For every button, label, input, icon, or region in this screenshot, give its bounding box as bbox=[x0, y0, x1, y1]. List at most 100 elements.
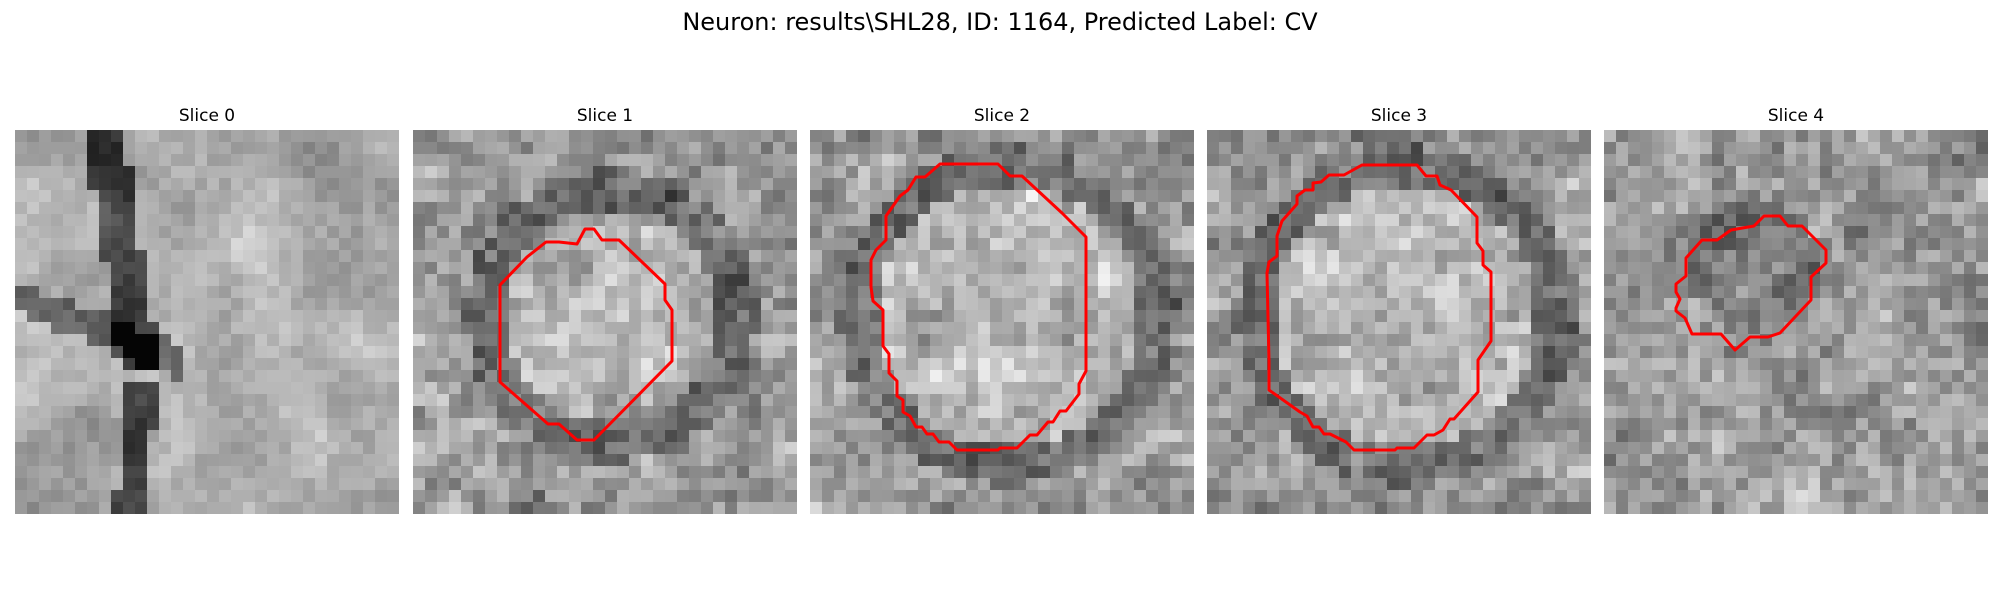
pixel bbox=[1616, 418, 1629, 431]
pixel bbox=[1760, 382, 1773, 395]
pixel bbox=[1796, 346, 1809, 359]
pixel bbox=[545, 370, 558, 383]
pixel bbox=[882, 382, 895, 395]
pixel bbox=[291, 370, 304, 383]
pixel bbox=[375, 274, 388, 287]
pixel bbox=[822, 454, 835, 467]
pixel bbox=[1363, 310, 1376, 323]
pixel bbox=[375, 478, 388, 491]
pixel bbox=[1098, 178, 1111, 191]
pixel bbox=[1712, 334, 1725, 347]
pixel bbox=[387, 322, 399, 335]
pixel bbox=[1507, 466, 1520, 479]
pixel bbox=[1820, 310, 1833, 323]
pixel bbox=[425, 262, 438, 275]
pixel bbox=[1086, 214, 1099, 227]
pixel bbox=[978, 406, 991, 419]
pixel bbox=[207, 298, 220, 311]
pixel bbox=[1880, 214, 1893, 227]
pixel bbox=[1784, 274, 1797, 287]
pixel bbox=[195, 190, 208, 203]
pixel bbox=[123, 250, 136, 263]
pixel bbox=[1495, 310, 1508, 323]
pixel bbox=[689, 478, 702, 491]
pixel bbox=[1856, 262, 1869, 275]
pixel bbox=[279, 430, 292, 443]
pixel bbox=[1471, 490, 1484, 503]
pixel bbox=[1700, 262, 1713, 275]
pixel bbox=[749, 250, 762, 263]
pixel bbox=[906, 250, 919, 263]
pixel bbox=[966, 382, 979, 395]
pixel bbox=[1796, 238, 1809, 251]
pixel bbox=[1519, 322, 1532, 335]
pixel bbox=[785, 466, 797, 479]
pixel bbox=[99, 298, 112, 311]
pixel bbox=[761, 418, 774, 431]
pixel bbox=[339, 310, 352, 323]
pixel bbox=[557, 394, 570, 407]
pixel bbox=[1904, 346, 1917, 359]
pixel bbox=[243, 214, 256, 227]
pixel bbox=[1712, 130, 1725, 143]
pixel bbox=[1243, 310, 1256, 323]
pixel bbox=[846, 478, 859, 491]
pixel bbox=[1182, 142, 1194, 155]
pixel bbox=[689, 190, 702, 203]
pixel bbox=[593, 310, 606, 323]
pixel bbox=[1604, 202, 1617, 215]
pixel bbox=[557, 190, 570, 203]
pixel bbox=[15, 286, 28, 299]
pixel bbox=[1471, 310, 1484, 323]
pixel bbox=[1531, 226, 1544, 239]
pixel bbox=[1219, 190, 1232, 203]
pixel bbox=[1062, 262, 1075, 275]
pixel bbox=[1700, 190, 1713, 203]
pixel bbox=[413, 502, 426, 514]
pixel bbox=[1182, 394, 1194, 407]
pixel bbox=[1507, 454, 1520, 467]
pixel bbox=[1387, 454, 1400, 467]
pixel bbox=[473, 382, 486, 395]
pixel bbox=[15, 274, 28, 287]
pixel bbox=[966, 274, 979, 287]
pixel bbox=[978, 502, 991, 514]
pixel bbox=[737, 466, 750, 479]
pixel bbox=[1255, 190, 1268, 203]
pixel bbox=[605, 130, 618, 143]
pixel bbox=[1784, 430, 1797, 443]
pixel bbox=[339, 262, 352, 275]
pixel bbox=[327, 130, 340, 143]
pixel bbox=[473, 490, 486, 503]
pixel bbox=[1579, 466, 1591, 479]
pixel bbox=[425, 490, 438, 503]
pixel bbox=[39, 430, 52, 443]
pixel bbox=[351, 454, 364, 467]
pixel bbox=[605, 262, 618, 275]
pixel bbox=[497, 418, 510, 431]
pixel bbox=[1868, 166, 1881, 179]
pixel bbox=[1447, 190, 1460, 203]
pixel bbox=[39, 166, 52, 179]
pixel bbox=[834, 442, 847, 455]
pixel bbox=[509, 286, 522, 299]
pixel bbox=[641, 166, 654, 179]
pixel bbox=[1471, 166, 1484, 179]
pixel bbox=[990, 346, 1003, 359]
pixel bbox=[858, 286, 871, 299]
pixel bbox=[1796, 322, 1809, 335]
pixel bbox=[1507, 178, 1520, 191]
pixel bbox=[1579, 214, 1591, 227]
pixel bbox=[1555, 334, 1568, 347]
pixel bbox=[1098, 346, 1111, 359]
pixel bbox=[1640, 250, 1653, 263]
pixel bbox=[1243, 214, 1256, 227]
pixel bbox=[255, 154, 268, 167]
pixel bbox=[1483, 190, 1496, 203]
pixel bbox=[1724, 262, 1737, 275]
pixel bbox=[966, 226, 979, 239]
pixel bbox=[87, 334, 100, 347]
pixel bbox=[219, 202, 232, 215]
pixel bbox=[834, 166, 847, 179]
pixel bbox=[846, 190, 859, 203]
